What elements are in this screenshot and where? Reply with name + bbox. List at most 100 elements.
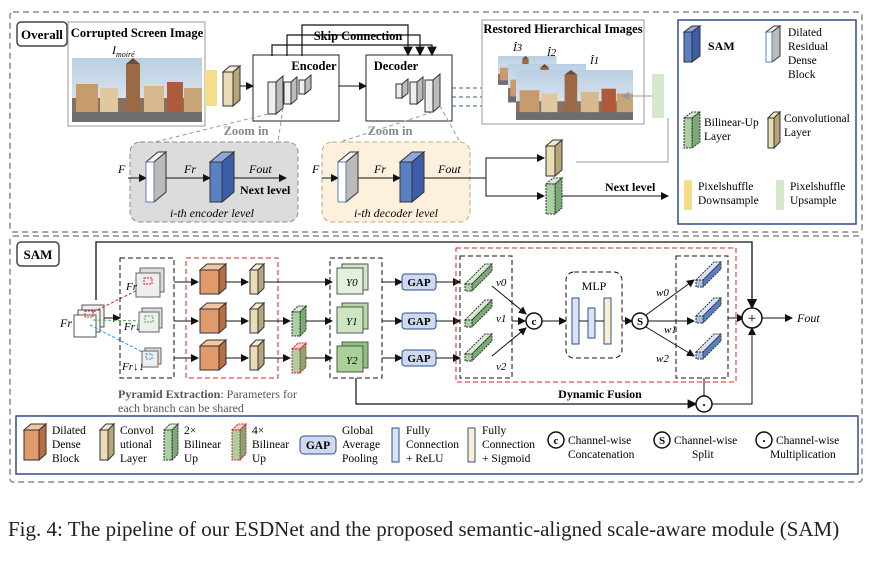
sam-panel: [9, 235, 863, 483]
pyr-label-1: Fr↓: [123, 321, 141, 333]
bl-conv-label: Convol utional Layer: [120, 425, 157, 465]
v-box: [459, 255, 513, 379]
svg-text:GAP: GAP: [407, 277, 431, 289]
v1-label: v1: [496, 313, 506, 325]
up4x-block: [290, 341, 308, 375]
y-box: [329, 257, 383, 379]
svg-text:GAP: GAP: [407, 353, 431, 365]
decoder-level-drdb: [336, 150, 360, 204]
sam-input-stack: [73, 304, 105, 338]
gap-0: GAP: [382, 273, 461, 291]
y1-stack: [336, 302, 369, 334]
w2-label: w2: [656, 353, 669, 365]
svg-text:+: +: [748, 311, 756, 327]
overall-panel: [9, 11, 863, 233]
legend-drdb-label: Dilated Residual Dense Block: [788, 27, 831, 81]
bl-fc-relu-icon: [391, 427, 400, 463]
encoder-level-drdb: [144, 150, 168, 204]
decoder-to-upsample-line: [576, 118, 669, 163]
out-label-2: Î2: [546, 47, 557, 59]
gap-2: GAP: [382, 349, 461, 367]
dec-Fr-label: Fr: [373, 162, 386, 176]
multiply-path: [355, 378, 698, 409]
legend-psup-label: Pixelshuffle Upsample: [790, 181, 848, 207]
bottom-legend: [15, 415, 859, 475]
pixelshuffle-upsample-block: [652, 74, 664, 118]
pyr-stack-1: [138, 307, 163, 333]
restored-photo-1: [516, 70, 633, 120]
bl-fc-sig-icon: [467, 427, 476, 463]
corrupted-image-title: Corrupted Screen Image: [71, 26, 204, 40]
restored-images-title: Restored Hierarchical Images: [483, 22, 642, 36]
zoom-lines: [154, 105, 461, 143]
mlp-fc-relu-2: [587, 307, 596, 339]
legend-bilinear-label: Bilinear-Up Layer: [704, 117, 762, 143]
pyr-label-2: Fr↓↓: [121, 361, 144, 373]
skip-connection-label: Skip Connection: [314, 29, 403, 43]
decoder-level-sam: [398, 150, 426, 204]
encoder-level-caption: i-th encoder level: [170, 206, 255, 220]
pyramid-caption: Pyramid Extraction: Parameters for each …: [118, 387, 300, 415]
w-stack-0: [694, 260, 723, 289]
w-box: [675, 255, 729, 379]
bl-bi2-label: 2× Bilinear Up: [184, 425, 224, 465]
enc-Fout-label: Fout: [248, 162, 272, 176]
w1-label: w1: [664, 324, 677, 336]
shared-block-box: [185, 257, 279, 379]
decoder-level-box: [321, 141, 471, 223]
svg-text:·: ·: [702, 397, 706, 412]
bl-split-icon: S: [653, 431, 671, 449]
v-stack-1: [463, 298, 494, 329]
bl-fc-relu-label: Fully Connection + ReLU: [406, 425, 462, 465]
gap-1: GAP: [382, 312, 461, 330]
y1-label: Y1: [346, 316, 358, 328]
legend-psup-icon: [776, 180, 784, 210]
add-op: +: [741, 307, 763, 329]
dec-F-label: F: [311, 162, 320, 176]
input-symbol: Imoiré: [111, 43, 135, 59]
decoder-out-conv: [544, 138, 564, 178]
corrupted-photo: [72, 58, 202, 122]
split-op: S: [631, 312, 649, 330]
svg-text:S: S: [659, 435, 665, 447]
dec-Fout-label: Fout: [437, 162, 461, 176]
decoder-label: Decoder: [374, 59, 419, 73]
decoder-blocks: [395, 72, 441, 114]
sam-tag: SAM: [16, 241, 60, 267]
legend-psdown-label: Pixelshuffle Downsample: [698, 181, 759, 207]
y2-stack: [336, 341, 369, 373]
skip-connections: [271, 24, 437, 57]
multiply-op: ·: [695, 395, 713, 413]
legend-sam-label: SAM: [708, 39, 735, 53]
zoom-in-label-encoder: Zoom in: [224, 124, 269, 138]
pixelshuffle-downsample-block: [205, 70, 217, 106]
pyr-label-0: Fr: [125, 281, 138, 293]
svg-text:Overall: Overall: [21, 27, 63, 42]
pyr-stack-2: [141, 347, 162, 368]
pyramid-box: [119, 257, 175, 379]
out-label-3: Î3: [512, 42, 523, 54]
v0-label: v0: [496, 277, 507, 289]
encoder-blocks: [267, 73, 312, 116]
dec-next-level: Next level: [605, 180, 656, 194]
legend-sam-icon: [682, 25, 702, 63]
sam-output-label: Fout: [796, 311, 820, 325]
overall-tag: Overall: [16, 21, 68, 47]
bl-conv-icon: [98, 422, 116, 462]
y0-label: Y0: [346, 277, 358, 289]
mlp-fc-sigmoid: [603, 297, 612, 345]
bl-bi4-icon: [230, 422, 248, 462]
bl-concat-label: Channel-wise Concatenation: [568, 435, 635, 461]
w-stack-1: [694, 296, 723, 325]
decoder-level-caption: i-th decoder level: [354, 206, 439, 220]
figure-caption: Fig. 4: The pipeline of our ESDNet and t…: [8, 517, 840, 541]
svg-text:S: S: [637, 316, 643, 328]
y0-stack: [336, 263, 369, 295]
bl-mult-label: Channel-wise Multiplication: [770, 435, 842, 461]
ddb-row-0: [198, 262, 228, 296]
bl-bi2-icon: [162, 422, 180, 462]
guide-blue: [89, 324, 149, 356]
sam-input-label: Fr: [59, 316, 72, 330]
up2x-block: [290, 304, 308, 338]
v2-label: v2: [496, 361, 507, 373]
